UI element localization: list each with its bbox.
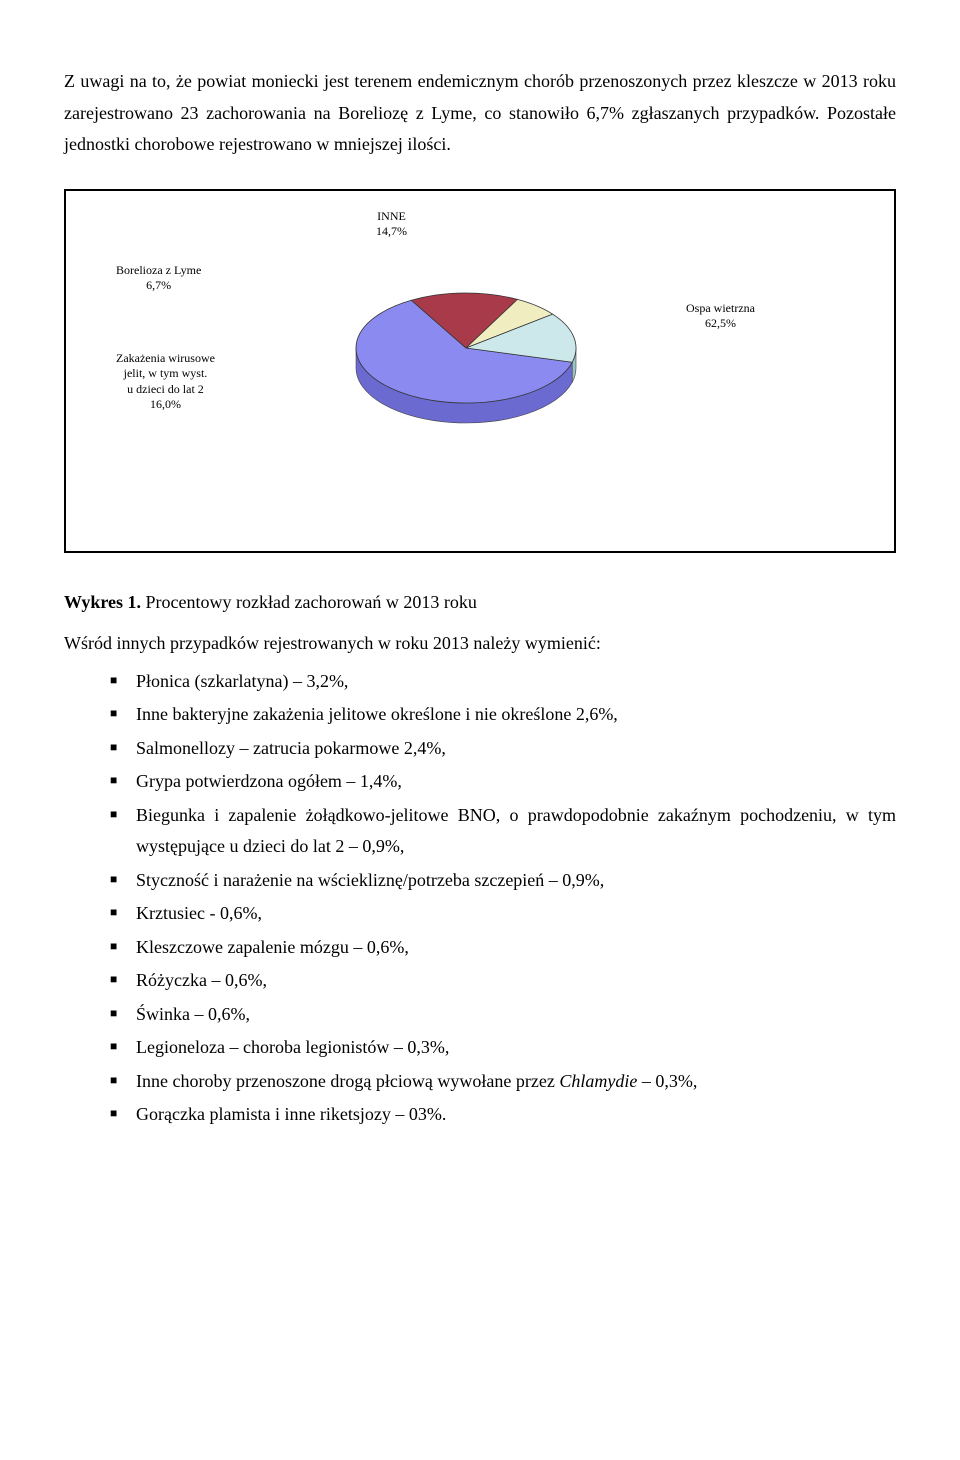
bullet-item: Płonica (szkarlatyna) – 3,2%,	[110, 666, 896, 698]
bullet-item: Inne bakteryjne zakażenia jelitowe okreś…	[110, 699, 896, 731]
label-zakazenia: Zakażenia wirusowe jelit, w tym wyst. u …	[116, 351, 215, 413]
bullet-item: Salmonellozy – zatrucia pokarmowe 2,4%,	[110, 733, 896, 765]
label-ospa: Ospa wietrzna 62,5%	[686, 301, 755, 332]
bullet-item: Legioneloza – choroba legionistów – 0,3%…	[110, 1032, 896, 1064]
bullet-item: Różyczka – 0,6%,	[110, 965, 896, 997]
bullet-list: Płonica (szkarlatyna) – 3,2%,Inne bakter…	[110, 666, 896, 1131]
bullet-item: Krztusiec - 0,6%,	[110, 898, 896, 930]
chart-frame: Borelioza z Lyme 6,7% INNE 14,7% Zakażen…	[64, 189, 896, 553]
bullet-item: Biegunka i zapalenie żołądkowo-jelitowe …	[110, 800, 896, 863]
chart-caption: Wykres 1. Procentowy rozkład zachorowań …	[64, 587, 896, 619]
lead-in: Wśród innych przypadków rejestrowanych w…	[64, 628, 896, 660]
bullet-item: Styczność i narażenie na wściekliznę/pot…	[110, 865, 896, 897]
pie-chart	[336, 276, 596, 436]
label-borelioza: Borelioza z Lyme 6,7%	[116, 263, 201, 294]
caption-label: Wykres 1.	[64, 592, 141, 612]
bullet-item: Gorączka plamista i inne riketsjozy – 03…	[110, 1099, 896, 1131]
bullet-item: Grypa potwierdzona ogółem – 1,4%,	[110, 766, 896, 798]
label-inne: INNE 14,7%	[376, 209, 407, 240]
bullet-item: Kleszczowe zapalenie mózgu – 0,6%,	[110, 932, 896, 964]
bullet-item: Inne choroby przenoszone drogą płciową w…	[110, 1066, 896, 1098]
caption-text: Procentowy rozkład zachorowań w 2013 rok…	[141, 592, 477, 612]
bullet-item: Świnka – 0,6%,	[110, 999, 896, 1031]
intro-paragraph: Z uwagi na to, że powiat moniecki jest t…	[64, 66, 896, 161]
